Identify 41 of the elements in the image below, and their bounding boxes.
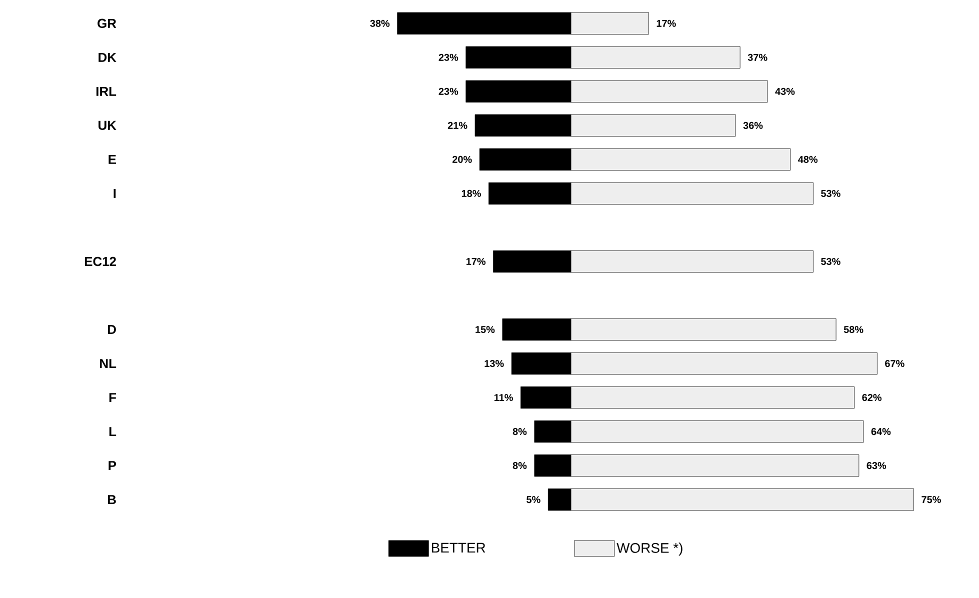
data-label: 17% bbox=[656, 20, 676, 27]
y-tick-label: NL bbox=[100, 359, 116, 368]
data-label: 43% bbox=[775, 88, 795, 95]
data-label: 36% bbox=[743, 122, 763, 129]
y-tick-label: I bbox=[114, 189, 116, 198]
y-tick-label: D bbox=[108, 325, 116, 334]
legend-label: BETTER bbox=[432, 542, 486, 553]
data-label: 63% bbox=[866, 462, 886, 470]
data-label: 8% bbox=[512, 428, 527, 436]
y-tick-label: IRL bbox=[96, 86, 116, 96]
data-label: 13% bbox=[484, 360, 504, 368]
data-label: 15% bbox=[476, 326, 495, 334]
data-label: 53% bbox=[821, 258, 840, 266]
y-tick-label: GR bbox=[98, 18, 116, 28]
data-label: 75% bbox=[922, 496, 941, 504]
y-tick-label: L bbox=[109, 427, 116, 436]
y-tick-label: UK bbox=[98, 120, 116, 130]
data-label: 20% bbox=[452, 156, 472, 163]
y-tick-label: B bbox=[108, 495, 116, 504]
y-tick-label: DK bbox=[98, 52, 116, 62]
y-tick-label: E bbox=[108, 154, 116, 164]
data-label: 11% bbox=[494, 394, 513, 402]
legend-label: WORSE *) bbox=[616, 542, 682, 556]
data-label: 67% bbox=[885, 360, 904, 368]
data-label: 21% bbox=[448, 122, 468, 129]
data-label: 37% bbox=[748, 54, 768, 61]
y-tick-label: F bbox=[109, 393, 116, 402]
data-label: 48% bbox=[798, 156, 818, 163]
data-label: 38% bbox=[370, 20, 390, 27]
data-label: 23% bbox=[438, 88, 458, 95]
data-label: 18% bbox=[462, 190, 481, 197]
y-tick-label: P bbox=[108, 461, 116, 470]
data-label: 23% bbox=[438, 54, 458, 61]
data-label: 8% bbox=[512, 462, 527, 470]
data-label: 5% bbox=[526, 496, 540, 504]
data-label: 64% bbox=[871, 428, 891, 436]
data-label: 17% bbox=[466, 258, 486, 265]
y-tick-label: EC12 bbox=[84, 256, 116, 266]
data-label: 62% bbox=[862, 394, 882, 402]
data-label: 58% bbox=[844, 326, 864, 334]
data-label: 53% bbox=[821, 190, 840, 197]
